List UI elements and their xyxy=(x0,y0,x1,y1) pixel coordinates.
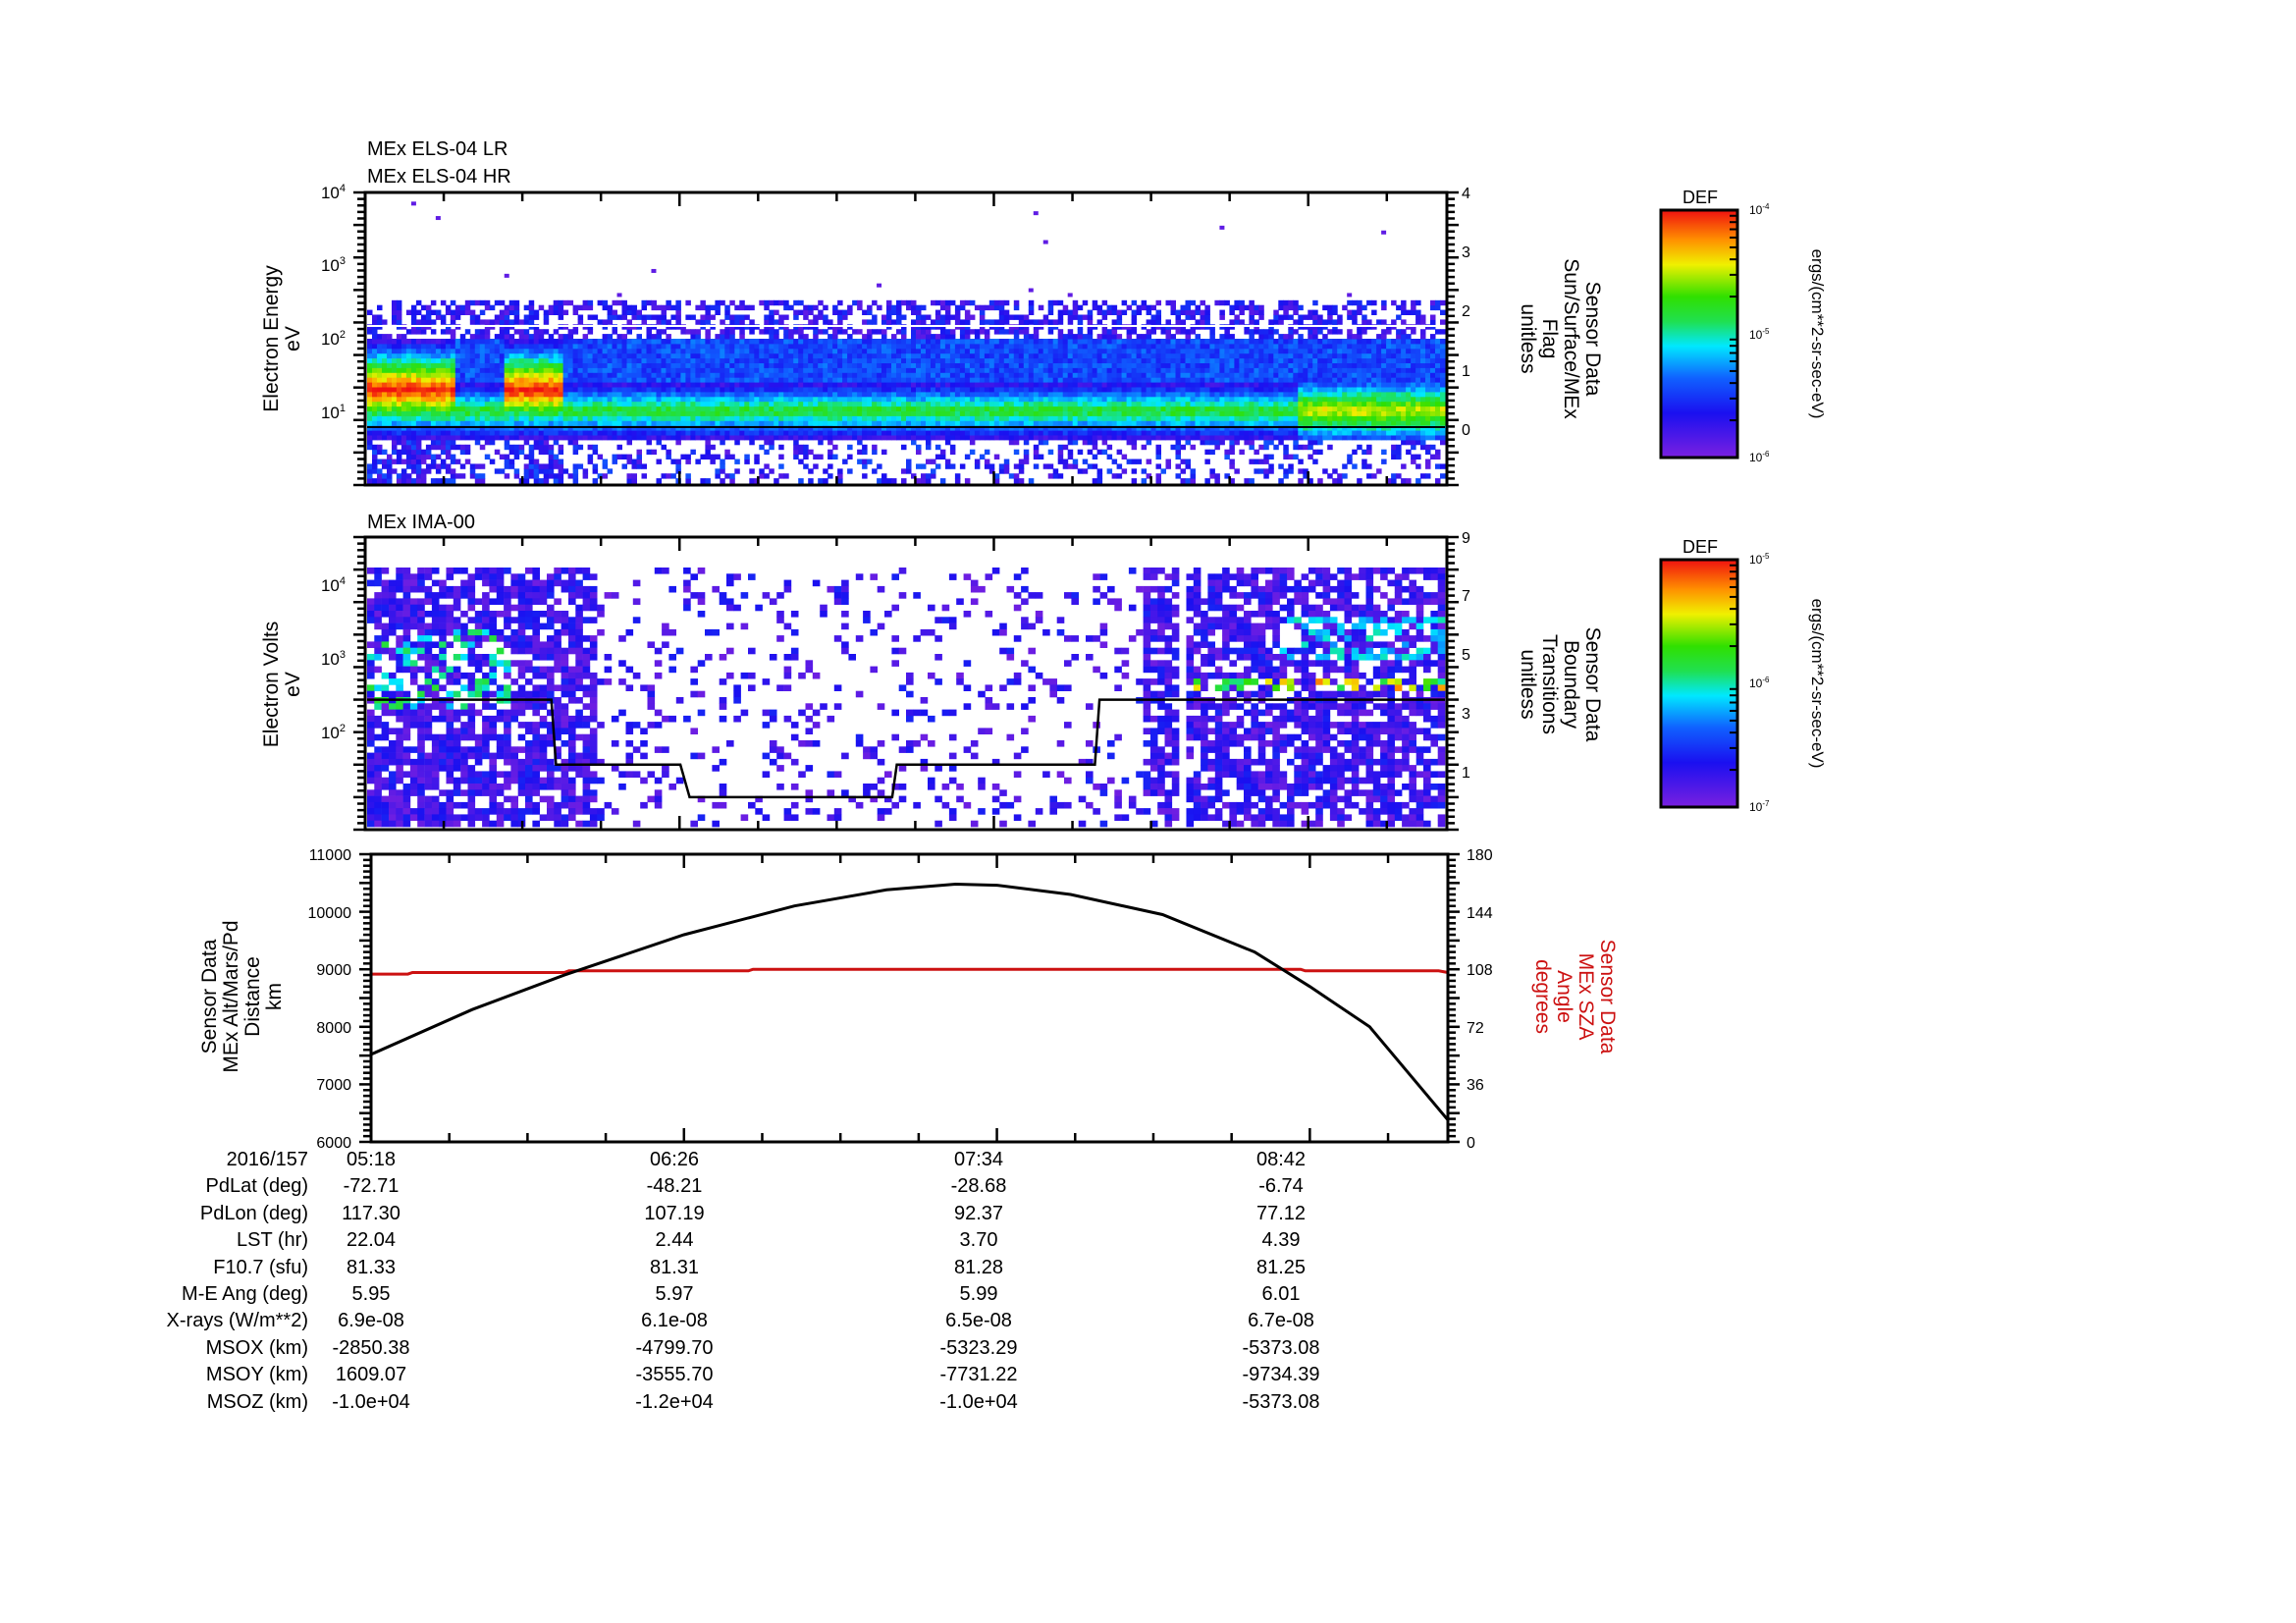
els-colorbar-gradient xyxy=(1659,208,1739,460)
ephemeris-label: 2016/157 xyxy=(226,1149,308,1170)
els-panel: MEx ELS-04 LR MEx ELS-04 HR 104 103 102 … xyxy=(260,138,1827,487)
sza-angle-line xyxy=(371,967,1449,976)
els-y2tick: 4 xyxy=(1462,186,1470,202)
alt-plot-frame xyxy=(369,852,1450,1144)
ephemeris-column-0842: 08:42 -6.74 77.12 4.39 81.25 6.01 6.7e-0… xyxy=(1242,1149,1320,1413)
ima-title: MEx IMA-00 xyxy=(367,512,475,533)
els-left-tick-labels: 104 103 102 101 xyxy=(321,183,346,422)
ima-ytick-1e3: 103 xyxy=(321,649,346,669)
els-y2tick: 0 xyxy=(1462,422,1470,439)
els-right-axis-label: Sensor Data Sun/Surface/MEx Flag unitles… xyxy=(1517,258,1604,419)
els-colorbar: DEF 10-4 10-5 10-6 ergs/(cm**2-sr-sec-eV… xyxy=(1659,188,1827,464)
ima-axis-ticks xyxy=(353,535,1459,832)
els-y2tick: 3 xyxy=(1462,244,1470,261)
alt-right-tick-labels: 180 144 108 72 36 0 xyxy=(1467,847,1493,1152)
ima-cbtick-1e-6: 10-6 xyxy=(1749,676,1770,690)
ima-colorbar-title: DEF xyxy=(1682,537,1718,557)
ephemeris-label: PdLat (deg) xyxy=(205,1175,308,1198)
ephemeris-label: F10.7 (sfu) xyxy=(213,1256,308,1278)
els-ytick-1e3: 103 xyxy=(321,255,346,275)
els-right-tick-labels: 4 3 2 1 0 xyxy=(1462,186,1470,439)
ephemeris-label: LST (hr) xyxy=(237,1229,308,1252)
ima-colorbar-gradient xyxy=(1659,558,1739,809)
els-y2tick: 2 xyxy=(1462,303,1470,320)
ephemeris-column-0518: 05:18 -72.71 117.30 22.04 81.33 5.95 6.9… xyxy=(332,1149,410,1413)
ephemeris-column-0734: 07:34 -28.68 92.37 3.70 81.28 5.99 6.5e-… xyxy=(939,1149,1018,1413)
alt-left-tick-labels: 11000 10000 9000 8000 7000 6000 xyxy=(308,847,352,1152)
alt-left-axis-label: Sensor Data MEx Alt/Mars/Pd Distance km xyxy=(198,920,286,1072)
ephemeris-column-0626: 06:26 -48.21 107.19 2.44 81.31 5.97 6.1e… xyxy=(635,1149,714,1413)
els-cbtick-1e-6: 10-6 xyxy=(1749,450,1770,464)
ephemeris-label: PdLon (deg) xyxy=(199,1202,308,1224)
ima-panel: MEx IMA-00 104 103 102 9 7 5 3 1 Electro… xyxy=(260,512,1827,832)
ima-cbtick-1e-7: 10-7 xyxy=(1749,799,1770,814)
els-y2tick: 1 xyxy=(1462,363,1470,380)
els-ytick-1e1: 101 xyxy=(321,403,346,422)
els-spectrogram xyxy=(367,201,1446,484)
ima-right-tick-labels: 9 7 5 3 1 xyxy=(1462,530,1470,782)
els-cbtick-1e-4: 10-4 xyxy=(1749,202,1770,217)
ephemeris-label: MSOY (km) xyxy=(205,1364,308,1386)
ima-right-axis-label: Sensor Data Boundary Transitions unitles… xyxy=(1517,627,1604,742)
els-colorbar-title: DEF xyxy=(1682,188,1718,207)
els-title-hr: MEx ELS-04 HR xyxy=(367,166,511,188)
ima-plot-frame xyxy=(363,535,1449,832)
ima-ytick-1e2: 102 xyxy=(321,723,346,742)
ima-spectrogram xyxy=(367,568,1446,828)
els-title-lr: MEx ELS-04 LR xyxy=(367,138,507,160)
altitude-line xyxy=(370,882,1450,1121)
ima-colorbar-units: ergs/(cm**2-sr-sec-eV) xyxy=(1808,599,1827,769)
ima-colorbar: DEF 10-5 10-6 10-7 ergs/(cm**2-sr-sec-eV… xyxy=(1659,537,1827,814)
els-left-axis-label: Electron Energy eV xyxy=(260,265,304,412)
ephemeris-label: MSOZ (km) xyxy=(206,1390,308,1413)
ephemeris-label: X-rays (W/m**2) xyxy=(166,1310,308,1332)
ephemeris-labels: 2016/157 PdLat (deg) PdLon (deg) LST (hr… xyxy=(108,1147,308,1416)
els-colorbar-units: ergs/(cm**2-sr-sec-eV) xyxy=(1808,249,1827,419)
ima-boundary-transitions-line xyxy=(367,698,1445,799)
ima-ytick-1e4: 104 xyxy=(321,575,346,595)
els-ytick-1e4: 104 xyxy=(321,183,346,202)
els-plot-frame xyxy=(363,190,1449,487)
ima-left-tick-labels: 104 103 102 xyxy=(321,575,346,742)
alt-panel: 11000 10000 9000 8000 7000 6000 180 144 … xyxy=(198,847,1619,1152)
ima-cbtick-1e-5: 10-5 xyxy=(1749,552,1770,567)
els-ytick-1e2: 102 xyxy=(321,329,346,349)
alt-axis-ticks xyxy=(359,852,1460,1144)
alt-right-axis-label: Sensor Data MEx SZA Angle degrees xyxy=(1531,940,1619,1055)
els-axis-ticks xyxy=(353,190,1459,487)
ephemeris-label: M-E Ang (deg) xyxy=(182,1282,308,1305)
ephemeris-label: MSOX (km) xyxy=(205,1336,308,1359)
els-cbtick-1e-5: 10-5 xyxy=(1749,327,1770,342)
ima-left-axis-label: Electron Volts eV xyxy=(260,622,304,747)
